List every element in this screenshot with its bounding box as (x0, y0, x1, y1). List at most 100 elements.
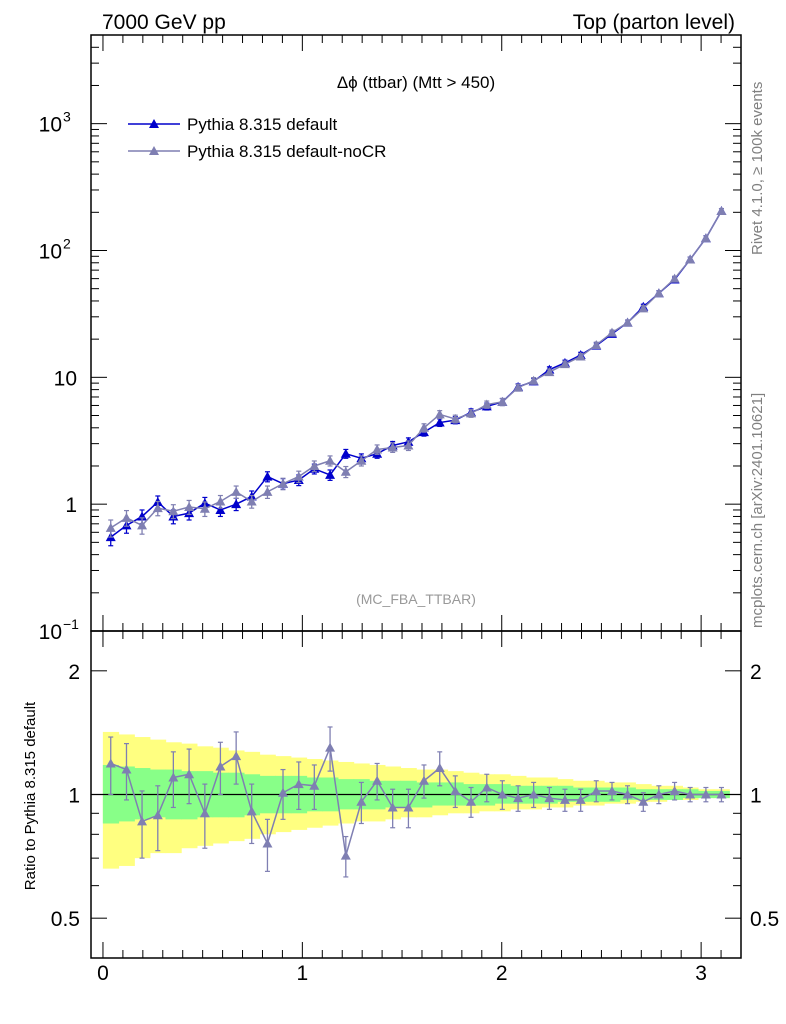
ratio-nocr-point (372, 775, 383, 785)
series-nocr-point (184, 501, 195, 511)
ratio-nocr-point (184, 769, 195, 779)
legend-marker-default (149, 119, 159, 128)
ratio-nocr-point (137, 816, 148, 826)
ratio-nocr-point (418, 775, 429, 785)
series-nocr-point (434, 409, 445, 419)
legend-label-nocr: Pythia 8.315 default-noCR (187, 142, 386, 161)
ratio-nocr-point (168, 772, 179, 782)
ratio-ytick-label-left: 0.5 (51, 908, 80, 931)
ratio-xtick-label: 0 (97, 962, 109, 985)
series-default-point (325, 469, 336, 479)
series-nocr-point (497, 396, 508, 406)
main-ytick-label-exp: 3 (63, 109, 71, 125)
ratio-xtick-label: 3 (695, 962, 707, 985)
main-ytick-label: 10 (39, 114, 62, 137)
ratio-nocr-point (513, 793, 524, 803)
series-nocr-line (110, 210, 723, 529)
series-default-point (231, 499, 242, 509)
ratio-nocr-point (105, 758, 116, 768)
series-nocr-point (152, 503, 163, 513)
ratio-nocr-point (340, 850, 351, 860)
series-default-line (110, 210, 723, 538)
main-ytick-label-exp: −1 (63, 616, 79, 632)
ratio-nocr-point (669, 785, 680, 795)
series-nocr-point (559, 359, 570, 369)
series-nocr-point (246, 496, 257, 506)
ratio-ytick-label-left: 2 (68, 661, 80, 684)
series-nocr-point (168, 506, 179, 516)
ratio-ytick-label-right: 0.5 (750, 908, 779, 931)
main-ytick-label: 10 (39, 240, 62, 263)
ratio-nocr-point (278, 787, 289, 797)
ratio-nocr-point (528, 789, 539, 799)
series-nocr-point (372, 444, 383, 454)
ratio-nocr-point (215, 761, 226, 771)
series-nocr-point (215, 496, 226, 506)
series-nocr-point (325, 455, 336, 465)
side-label-bottom: mcplots.cern.ch [arXiv:2401.10621] (749, 393, 766, 628)
ratio-nocr-point (325, 742, 336, 752)
ratio-nocr-point (559, 794, 570, 804)
ratio-nocr-point (403, 802, 414, 812)
ratio-nocr-point (309, 780, 320, 790)
series-nocr-point (356, 455, 367, 465)
ratio-nocr-point (246, 806, 257, 816)
series-nocr-point (199, 503, 210, 513)
series-nocr-point (513, 382, 524, 392)
series-nocr-point (575, 351, 586, 361)
series-nocr-point (137, 520, 148, 530)
series-nocr-point (340, 466, 351, 476)
series-nocr-point (669, 273, 680, 283)
main-ytick-label: 10 (54, 367, 77, 390)
series-nocr-point (622, 317, 633, 327)
series-default-point (262, 471, 273, 481)
series-nocr-point (591, 339, 602, 349)
ratio-nocr-point (356, 796, 367, 806)
ratio-nocr-point (591, 785, 602, 795)
ratio-nocr-point (685, 789, 696, 799)
series-nocr-point (278, 478, 289, 488)
ratio-nocr-point (450, 785, 461, 795)
series-nocr-point (700, 233, 711, 243)
ratio-nocr-point (653, 789, 664, 799)
ratio-nocr-point (481, 782, 492, 792)
ratio-nocr-point (622, 789, 633, 799)
ratio-ytick-label-left: 1 (68, 785, 80, 808)
side-label-top: Rivet 4.1.0, ≥ 100k events (749, 82, 766, 255)
series-nocr-point (716, 205, 727, 215)
legend-label-default: Pythia 8.315 default (187, 115, 338, 134)
series-nocr-point (309, 460, 320, 470)
ratio-nocr-point (434, 763, 445, 773)
ratio-nocr-point (121, 764, 132, 774)
ratio-nocr-point (638, 796, 649, 806)
ratio-nocr-point (231, 751, 242, 761)
series-nocr-point (418, 422, 429, 432)
ratio-nocr-point (575, 794, 586, 804)
main-ytick-label: 10 (39, 621, 62, 644)
series-nocr-point (262, 486, 273, 496)
series-nocr-point (544, 367, 555, 377)
ratio-nocr-point (497, 789, 508, 799)
series-nocr-point (231, 486, 242, 496)
ratio-nocr-point (544, 793, 555, 803)
ratio-nocr-point (606, 785, 617, 795)
series-nocr-point (638, 303, 649, 313)
analysis-tag: (MC_FBA_TTBAR) (356, 591, 476, 607)
ratio-nocr-point (152, 810, 163, 820)
main-ytick-label: 1 (65, 494, 77, 517)
series-nocr-point (606, 327, 617, 337)
ratio-nocr-point (466, 796, 477, 806)
header-right: Top (parton level) (573, 11, 735, 34)
series-default-point (340, 448, 351, 458)
series-nocr-point (685, 254, 696, 264)
series-nocr-point (653, 288, 664, 298)
header-left: 7000 GeV pp (102, 11, 226, 34)
ratio-nocr-point (387, 802, 398, 812)
plot-title: Δϕ (ttbar) (Mtt > 450) (337, 73, 495, 92)
ratio-nocr-point (199, 808, 210, 818)
ratio-xtick-label: 1 (297, 962, 309, 985)
ratio-ytick-label-right: 2 (750, 661, 762, 684)
ratio-nocr-point (700, 789, 711, 799)
series-nocr-point (466, 408, 477, 418)
